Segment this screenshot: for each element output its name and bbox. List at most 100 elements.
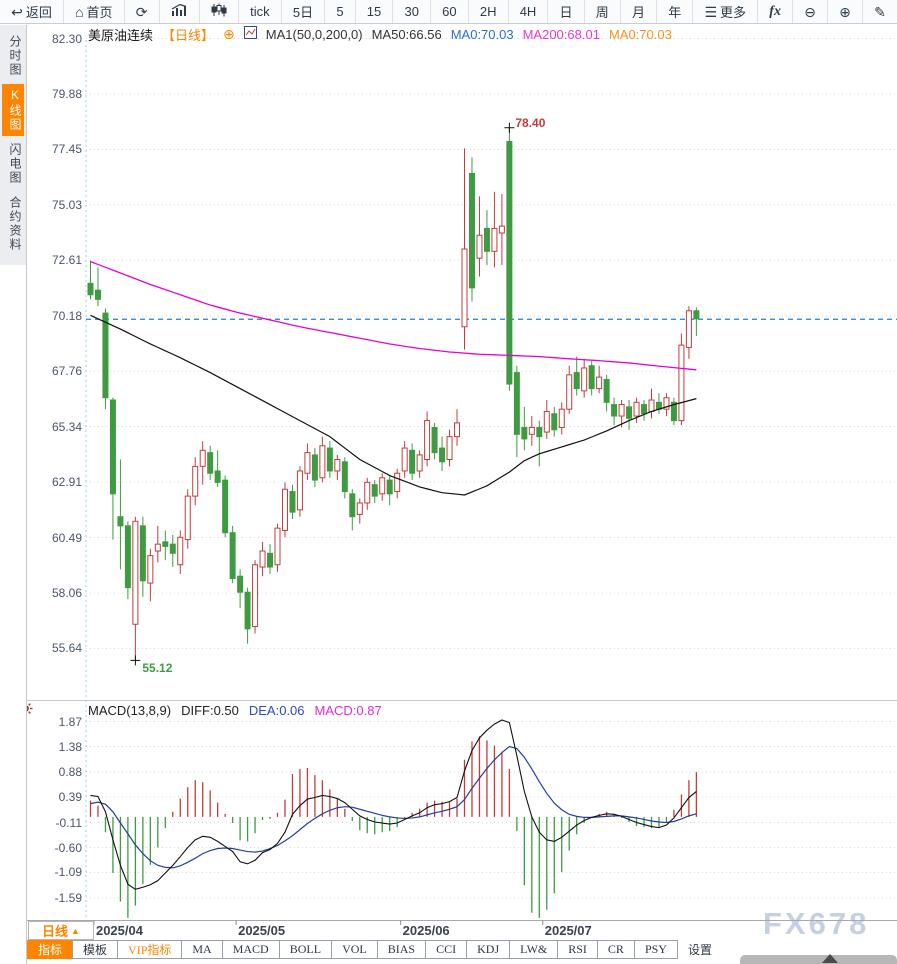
price-tick-label: 60.49 xyxy=(51,530,82,545)
macd-tick-label: -1.59 xyxy=(54,890,82,905)
toolbar-button-label: 返回 xyxy=(25,5,52,20)
indicator-tab-MACD[interactable]: MACD xyxy=(221,940,280,959)
indicator-tab-KDJ[interactable]: KDJ xyxy=(466,940,511,959)
toolbar-button-返回[interactable]: ↩ 返回 xyxy=(0,0,64,23)
fx678-watermark: FX678 xyxy=(763,906,870,941)
ma50-line xyxy=(90,314,697,496)
sidebar-tab-K线图[interactable]: K线图 xyxy=(2,84,24,136)
toolbar-button-15[interactable]: 15 xyxy=(356,0,394,23)
candle-body xyxy=(536,426,543,438)
high-price-annotation: 78.40 xyxy=(515,115,546,130)
add-indicator-icon[interactable]: ⊕ xyxy=(223,26,235,42)
toolbar-button-fx[interactable]: fx xyxy=(758,0,794,23)
candle-body xyxy=(603,378,610,403)
candle-body xyxy=(207,452,214,474)
candle-body xyxy=(521,426,528,440)
indicator-tab-MA[interactable]: MA xyxy=(181,940,223,959)
indicator-tab-CR[interactable]: CR xyxy=(596,940,635,959)
indicator-tab-设置[interactable]: 设置 xyxy=(687,943,712,957)
toolbar-button-label: 年 xyxy=(668,5,682,20)
ma200-value: MA200:68.01 xyxy=(522,26,600,42)
refresh-icon: ⟳ xyxy=(135,3,148,20)
candle-body xyxy=(364,481,371,504)
toolbar-button-label: 日 xyxy=(559,5,573,20)
candle-body xyxy=(274,527,281,566)
indicator-tab-bar: 指标 模板 VIP指标 MA MACD BOLL VOL BIAS CCI KDJ LW& RSI CR… xyxy=(27,940,723,959)
candle-body xyxy=(311,454,318,481)
candle-body xyxy=(289,491,296,513)
candle-body xyxy=(379,477,386,495)
candle-body xyxy=(199,449,206,467)
indicator-tab-BOLL[interactable]: BOLL xyxy=(278,940,333,959)
toolbar-button-4H[interactable]: 4H xyxy=(509,0,549,23)
toolbar-button-首页[interactable]: ⌂ 首页 xyxy=(64,0,125,23)
period-selector-label: 日线 xyxy=(42,924,69,939)
candle-body xyxy=(229,532,236,579)
candle-body xyxy=(409,449,416,474)
candle-body xyxy=(626,406,633,419)
toolbar-button-年[interactable]: 年 xyxy=(657,0,694,23)
sidebar-tab-合约资料[interactable]: 合约资料 xyxy=(8,196,22,252)
toolbar-button-bar-chart[interactable] xyxy=(160,0,200,23)
indicator-tab-PSY[interactable]: PSY xyxy=(633,940,678,959)
toolbar-button-周[interactable]: 周 xyxy=(585,0,621,23)
price-tick-label: 67.76 xyxy=(51,364,82,379)
back-arrow-icon: ↩ xyxy=(11,3,23,20)
candle-body xyxy=(446,436,453,461)
toolbar-button-2H[interactable]: 2H xyxy=(469,0,509,23)
toolbar-button-draw-pen[interactable]: ✎ xyxy=(863,0,897,23)
candle-body xyxy=(431,426,438,454)
chevron-up-icon: ▲ xyxy=(71,925,80,936)
toolbar-button-月[interactable]: 月 xyxy=(621,0,658,23)
macd-tick-label: -0.60 xyxy=(54,840,82,855)
candle-body xyxy=(693,310,700,320)
candle-body xyxy=(326,447,333,472)
toolbar-button-日[interactable]: 日 xyxy=(548,0,585,23)
candle-body xyxy=(154,543,161,552)
candle-body xyxy=(401,447,408,472)
toolbar-button-tick[interactable]: tick xyxy=(239,0,282,23)
toolbar-button-30[interactable]: 30 xyxy=(393,0,432,23)
macd-dea-value: DEA:0.06 xyxy=(248,702,305,718)
price-tick-label: 79.88 xyxy=(51,86,82,101)
candle-body xyxy=(222,479,229,534)
candle-body xyxy=(341,461,348,493)
zoom-in-icon: ⊕ xyxy=(839,3,851,20)
sidebar-tab-分时图[interactable]: 分时图 xyxy=(8,35,22,77)
toolbar-button-label: 4H xyxy=(519,4,537,19)
diff-line xyxy=(90,719,697,890)
candle-body xyxy=(109,399,116,495)
toolbar-button-更多[interactable]: ☰ 更多 xyxy=(693,0,759,23)
sidebar-tab-闪电图[interactable]: 闪电图 xyxy=(8,143,22,185)
toolbar-button-60[interactable]: 60 xyxy=(431,0,469,23)
indicator-tab-LW&[interactable]: LW& xyxy=(509,940,559,959)
candle-body xyxy=(132,520,139,625)
toolbar-button-candle-chart[interactable] xyxy=(200,0,240,23)
price-tick-label: 77.45 xyxy=(51,142,82,157)
macd-tick-label: -0.11 xyxy=(55,815,82,830)
candle-body xyxy=(259,550,266,568)
period-selector-button[interactable]: 日线 ▲ xyxy=(28,921,94,940)
toolbar-button-zoom-out[interactable]: ⊖ xyxy=(793,0,829,23)
toolbar-button-label: 60 xyxy=(442,4,457,19)
symbol-name: 美原油连续 xyxy=(88,27,154,43)
indicator-tab-RSI[interactable]: RSI xyxy=(557,940,598,959)
indicator-tab-VOL[interactable]: VOL xyxy=(331,940,378,959)
candle-body xyxy=(641,404,648,415)
indicator-tab-模板[interactable]: 模板 xyxy=(72,940,119,959)
time-axis-row: 日线 ▲ 2025/04 2025/05 2025/06 2025/07 xyxy=(27,920,897,940)
toolbar-button-5日[interactable]: 5日 xyxy=(282,0,326,23)
toolbar-button-zoom-in[interactable]: ⊕ xyxy=(828,0,863,23)
candle-body xyxy=(237,575,244,593)
indicator-tab-BIAS[interactable]: BIAS xyxy=(376,940,427,959)
indicator-tab-指标[interactable]: 指标 xyxy=(27,940,74,959)
candle-body xyxy=(461,248,468,328)
price-tick-label: 55.64 xyxy=(51,641,82,656)
indicator-tab-CCI[interactable]: CCI xyxy=(425,940,468,959)
indicator-tab-VIP指标[interactable]: VIP指标 xyxy=(117,940,183,959)
toolbar-button-refresh[interactable]: ⟳ xyxy=(125,0,160,23)
toolbar-button-5[interactable]: 5 xyxy=(325,0,356,23)
bottom-drawer-handle[interactable] xyxy=(740,954,897,964)
candle-body xyxy=(648,399,655,412)
